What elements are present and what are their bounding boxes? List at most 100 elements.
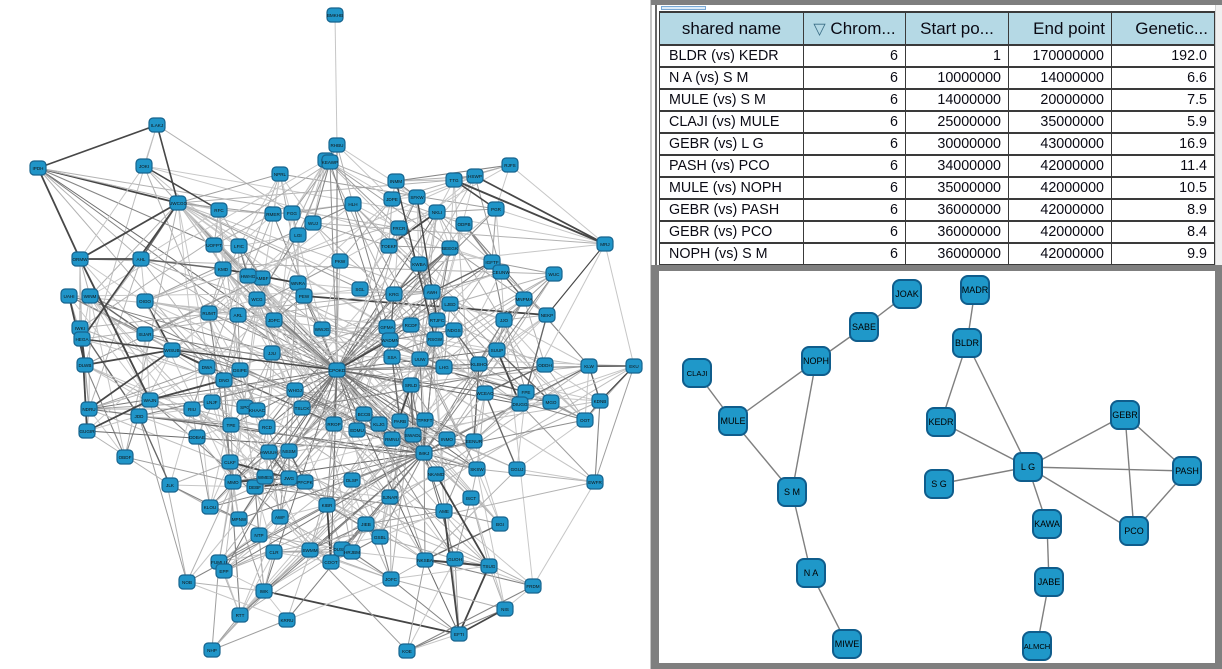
svg-text:WAJN: WAJN [144,398,157,403]
svg-text:JIEB: JIEB [361,522,371,527]
svg-text:NDGS: NDGS [447,328,460,333]
svg-text:CPOKD: CPOKD [329,368,346,373]
svg-text:KAWA: KAWA [1034,519,1060,529]
svg-text:RHBU: RHBU [330,143,343,148]
svg-text:KLBHO: KLBHO [471,362,487,367]
svg-text:NSSM: NSSM [282,449,295,454]
svg-text:SABE: SABE [852,322,876,332]
svg-text:DIUGG: DIUGG [512,402,527,407]
svg-text:WCEAO: WCEAO [476,391,494,396]
svg-text:FRDM: FRDM [526,584,539,589]
svg-text:JDPE: JDPE [386,197,398,202]
svg-text:WNRA: WNRA [291,281,306,286]
svg-text:LNJF: LNJF [207,400,218,405]
svg-text:SUUP: SUUP [491,348,504,353]
svg-text:ALMCH: ALMCH [1024,642,1051,651]
svg-text:RJFS: RJFS [504,163,515,168]
svg-text:MRJ: MRJ [600,242,609,247]
svg-text:WHOJ: WHOJ [288,388,302,393]
svg-text:KOE: KOE [402,649,412,654]
svg-text:DEBF: DEBF [249,485,261,490]
svg-text:NIS: NIS [501,607,509,612]
svg-text:ORMW: ORMW [72,257,88,262]
svg-text:LGI: LGI [294,233,301,238]
svg-text:KWBA: KWBA [412,262,426,267]
svg-text:NKLI: NKLI [432,210,442,215]
svg-text:TSUG: TSUG [483,564,496,569]
svg-text:KEAWP: KEAWP [322,160,338,165]
svg-text:PARB: PARB [394,419,406,424]
svg-text:BCCB: BCCB [358,412,371,417]
svg-text:RUMT: RUMT [202,311,215,316]
svg-text:KRRU: KRRU [280,618,293,623]
svg-text:DNO: DNO [219,378,230,383]
svg-text:RCD: RCD [262,425,273,430]
svg-text:HWHG: HWHG [241,274,256,279]
svg-text:LJED: LJED [444,302,456,307]
svg-text:KDNB: KDNB [594,399,607,404]
svg-text:CLKF: CLKF [224,460,236,465]
svg-text:TSLCK: TSLCK [295,406,311,411]
svg-text:DSIPE: DSIPE [233,368,247,373]
svg-text:KLW: KLW [584,364,594,369]
svg-text:AWF: AWF [275,515,285,520]
svg-text:DDBAE: DDBAE [189,435,205,440]
svg-text:EDMU: EDMU [350,428,364,433]
svg-text:UUW: UUW [415,357,427,362]
svg-text:DWA: DWA [202,365,213,370]
svg-text:RMNU: RMNU [385,437,399,442]
svg-text:KIBR: KIBR [322,503,333,508]
svg-text:RMER: RMER [266,212,280,217]
svg-text:FGG: FGG [287,211,297,216]
svg-text:OIGO: OIGO [139,299,151,304]
svg-text:JLK: JLK [166,483,175,488]
svg-text:N A: N A [804,568,819,578]
svg-text:EPP: EPP [219,569,228,574]
svg-text:TPE: TPE [227,423,236,428]
svg-text:AHL: AHL [137,257,146,262]
svg-text:COOT: COOT [324,560,337,565]
svg-text:JOFC: JOFC [385,577,398,582]
svg-text:FPE: FPE [522,390,531,395]
svg-text:MNPMA: MNPMA [515,297,533,302]
svg-text:IWKI: IWKI [75,326,85,331]
svg-text:WMES: WMES [258,475,272,480]
svg-text:RIU: RIU [188,407,196,412]
svg-text:ISJAR: ISJAR [138,332,152,337]
svg-text:HWUUH: HWUUH [260,450,278,455]
svg-text:TPRFT: TPRFT [418,418,433,423]
svg-text:CLR: CLR [269,550,279,555]
svg-text:MIWE: MIWE [835,639,860,649]
svg-text:DLSP: DLSP [346,478,358,483]
svg-text:HLH: HLH [348,202,357,207]
svg-text:GFMA: GFMA [380,325,394,330]
svg-text:WINM: WINM [84,294,97,299]
svg-text:ISCT: ISCT [466,496,477,501]
svg-text:RROP: RROP [327,422,340,427]
svg-text:GSBL: GSBL [374,535,387,540]
svg-text:MMO: MMO [227,480,239,485]
svg-text:WUC: WUC [549,272,561,277]
svg-text:FUMLU: FUMLU [211,560,227,565]
svg-text:BMKHB: BMKHB [327,13,343,18]
svg-text:UWCGO: UWCGO [169,201,188,206]
svg-text:KRG: KRG [389,292,399,297]
svg-text:SFKW: SFKW [410,195,424,200]
svg-text:UOFPT: UOFPT [206,243,222,248]
svg-text:FRCR: FRCR [393,226,406,231]
svg-text:NKAMD: NKAMD [428,472,445,477]
svg-text:SPG: SPG [240,405,250,410]
svg-text:MPNW: MPNW [232,517,247,522]
svg-text:NOPH: NOPH [803,356,829,366]
svg-text:AMBF: AMBF [256,276,269,281]
svg-text:SWADL: SWADL [405,433,422,438]
svg-text:DUSHW: DUSHW [333,547,351,552]
svg-text:SGL: SGL [355,287,365,292]
svg-text:SKSW: SKSW [470,467,484,472]
svg-text:MADR: MADR [962,285,989,295]
svg-text:HEGA: HEGA [75,337,89,342]
svg-text:EFTI: EFTI [454,632,464,637]
svg-text:NDRU: NDRU [82,407,95,412]
svg-text:SSA: SSA [387,355,397,360]
svg-text:WUJ: WUJ [308,221,318,226]
